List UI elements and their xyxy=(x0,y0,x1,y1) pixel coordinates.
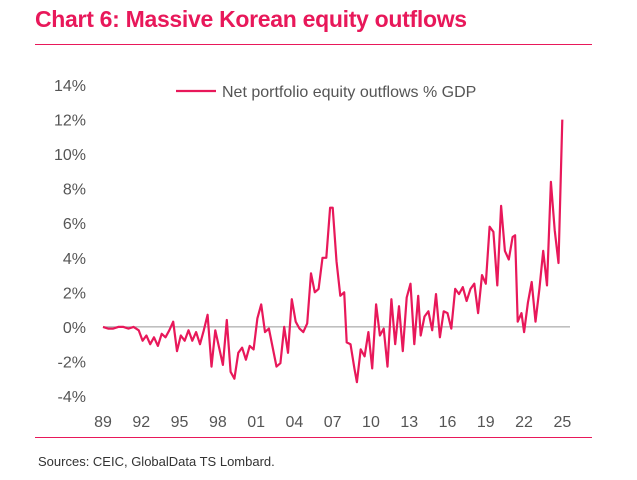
y-tick-label: 8% xyxy=(63,182,86,199)
x-tick-label: 01 xyxy=(247,414,265,431)
x-tick-label: 07 xyxy=(324,414,342,431)
x-tick-label: 22 xyxy=(515,414,533,431)
footer-divider xyxy=(35,437,592,438)
y-tick-label: 14% xyxy=(54,78,86,95)
x-tick-label: 25 xyxy=(553,414,571,431)
y-tick-label: 10% xyxy=(54,147,86,164)
y-tick-label: 0% xyxy=(63,320,86,337)
title-divider xyxy=(35,44,592,45)
y-tick-label: 12% xyxy=(54,113,86,130)
y-tick-label: 6% xyxy=(63,216,86,233)
x-tick-label: 13 xyxy=(400,414,418,431)
source-note: Sources: CEIC, GlobalData TS Lombard. xyxy=(38,454,275,469)
y-axis-tick-labels: -4% -2% 0% 2% 4% 6% 8% 10% 12% 14% xyxy=(54,78,86,406)
line-chart: -4% -2% 0% 2% 4% 6% 8% 10% 12% 14% 89 92 95 98 01 04 07… xyxy=(54,78,571,431)
x-tick-label: 92 xyxy=(132,414,150,431)
x-tick-label: 16 xyxy=(439,414,457,431)
legend-label: Net portfolio equity outflows % GDP xyxy=(222,84,476,101)
chart-title: Chart 6: Massive Korean equity outflows xyxy=(35,6,467,32)
legend: Net portfolio equity outflows % GDP xyxy=(176,84,476,101)
x-tick-label: 89 xyxy=(94,414,112,431)
x-axis-tick-labels: 89 92 95 98 01 04 07 10 13 16 19 22 25 xyxy=(94,414,571,431)
x-tick-label: 04 xyxy=(285,414,303,431)
x-tick-label: 10 xyxy=(362,414,380,431)
x-tick-label: 95 xyxy=(171,414,189,431)
y-tick-label: -4% xyxy=(58,389,86,406)
x-tick-label: 98 xyxy=(209,414,227,431)
y-tick-label: 4% xyxy=(63,251,86,268)
y-tick-label: 2% xyxy=(63,285,86,302)
x-tick-label: 19 xyxy=(477,414,495,431)
y-tick-label: -2% xyxy=(58,354,86,371)
series-line-net-portfolio-equity-outflows xyxy=(102,119,564,384)
